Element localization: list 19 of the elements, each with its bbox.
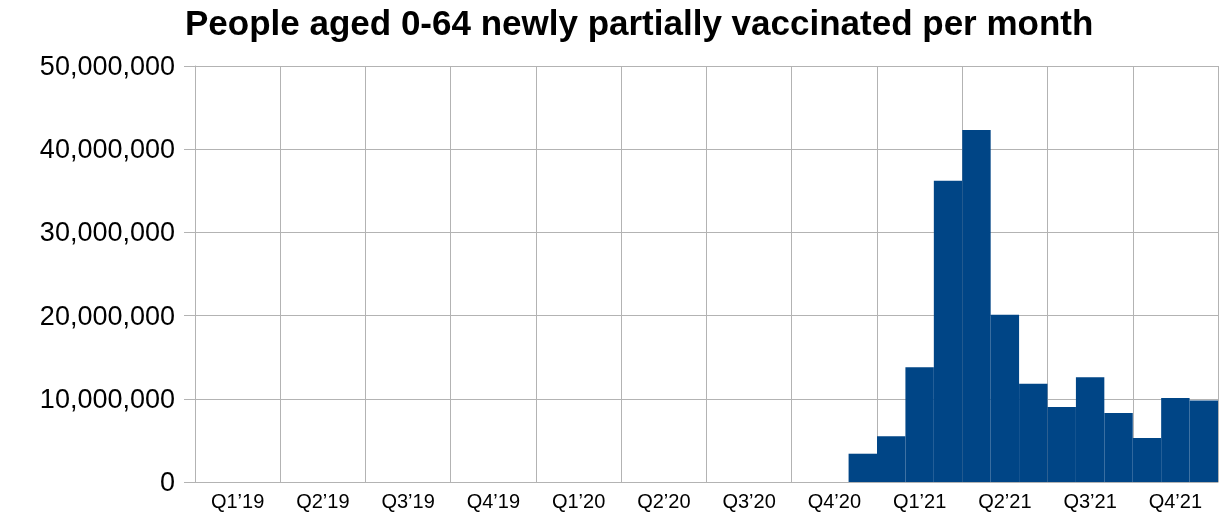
y-tick-label: 0 <box>159 467 175 497</box>
x-tick-label: Q4’20 <box>807 490 862 512</box>
x-tick-label: Q4’19 <box>466 490 521 512</box>
x-tick-label: Q1’21 <box>892 490 947 512</box>
y-tick-label: 10,000,000 <box>39 383 175 414</box>
y-tick-label: 40,000,000 <box>39 134 175 165</box>
x-tick-label: Q1’19 <box>210 490 265 512</box>
x-tick-label: Q1’20 <box>551 490 606 512</box>
x-tick-label: Q2’21 <box>978 490 1032 512</box>
x-tick-label: Q3’21 <box>1063 490 1117 512</box>
y-tick-label: 50,000,000 <box>39 51 175 81</box>
y-tick-label: 30,000,000 <box>39 217 175 248</box>
x-tick-label: Q2’19 <box>296 490 350 512</box>
chart-title: People aged 0-64 newly partially vaccinated per month <box>185 3 1094 42</box>
x-tick-label: Q2’20 <box>637 490 691 512</box>
x-tick-label: Q3’20 <box>722 490 776 512</box>
x-tick-label: Q3’19 <box>381 490 435 512</box>
x-tick-label: Q4’21 <box>1148 490 1203 512</box>
y-tick-label: 20,000,000 <box>39 300 175 331</box>
